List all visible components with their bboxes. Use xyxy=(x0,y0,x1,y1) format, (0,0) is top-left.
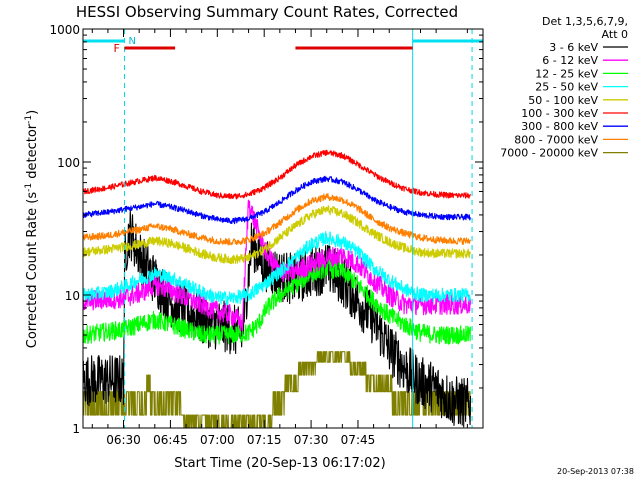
legend-label: 300 - 800 keV xyxy=(521,120,598,133)
legend-item: 300 - 800 keV xyxy=(521,120,628,133)
x-tick-label: 07:00 xyxy=(200,433,235,447)
flare-marker-label: F xyxy=(113,42,119,55)
series-line xyxy=(82,193,472,246)
annotation-layer: FN xyxy=(83,29,483,428)
legend-label: 800 - 7000 keV xyxy=(514,133,598,146)
series-7 xyxy=(82,193,472,246)
legend-label: 100 - 300 keV xyxy=(521,107,598,120)
y-axis-label-sup1: -1 xyxy=(24,183,34,192)
y-axis-label-sup2: -1 xyxy=(24,115,34,124)
legend-item: 7000 - 20000 keV xyxy=(500,147,628,160)
series-1 xyxy=(82,199,472,332)
series-line xyxy=(82,230,471,306)
series-5 xyxy=(82,149,471,200)
legend-header-1: Det 1,3,5,6,7,9, xyxy=(542,15,628,28)
x-axis-label: Start Time (20-Sep-13 06:17:02) xyxy=(174,456,385,471)
y-tick-label: 1 xyxy=(72,422,80,436)
y-axis-label-end: ) xyxy=(25,110,40,115)
series-6 xyxy=(82,175,472,225)
series-line xyxy=(82,351,472,429)
axes-layer: 1 10 100 1000 06:30 06:45 07:00 07:15 07:30 07:45 xyxy=(49,23,484,447)
x-tick-label: 07:15 xyxy=(247,433,282,447)
series-layer xyxy=(82,149,472,429)
y-axis-label-main: Corrected Count Rate (s xyxy=(25,192,40,349)
legend-item: 100 - 300 keV xyxy=(521,107,628,120)
legend-label: 25 - 50 keV xyxy=(535,81,598,94)
plot-frame xyxy=(82,28,484,429)
legend-label: 12 - 25 keV xyxy=(535,67,598,80)
series-4 xyxy=(82,205,472,265)
series-8 xyxy=(82,351,472,429)
legend-item: 12 - 25 keV xyxy=(535,67,628,80)
series-line xyxy=(82,149,471,200)
series-line xyxy=(82,199,472,332)
legend-item: 800 - 7000 keV xyxy=(514,133,628,146)
legend-item: 50 - 100 keV xyxy=(528,94,628,107)
legend-label: 50 - 100 keV xyxy=(528,94,598,107)
series-3 xyxy=(82,230,471,306)
timestamp: 20-Sep-2013 07:38 xyxy=(557,467,634,476)
chart-title: HESSI Observing Summary Count Rates, Cor… xyxy=(76,3,458,21)
legend-label: 7000 - 20000 keV xyxy=(500,147,598,160)
series-2 xyxy=(82,259,472,345)
series-line xyxy=(82,259,472,345)
legend-label: 3 - 6 keV xyxy=(549,41,598,54)
x-tick-label: 07:30 xyxy=(294,433,329,447)
x-tick-label: 06:30 xyxy=(106,433,141,447)
y-tick-label: 1000 xyxy=(49,23,80,37)
legend-header-2: Att 0 xyxy=(602,28,628,41)
y-axis-label: Corrected Count Rate (s-1 detector-1) xyxy=(24,110,40,348)
x-tick-label: 06:45 xyxy=(153,433,188,447)
legend-item: 25 - 50 keV xyxy=(535,81,628,94)
legend-label: 6 - 12 keV xyxy=(542,54,598,67)
x-tick-label: 07:45 xyxy=(341,433,376,447)
y-axis-label-mid: detector xyxy=(25,123,40,183)
night-marker-label: N xyxy=(128,36,135,47)
series-line xyxy=(82,205,472,265)
y-tick-label: 10 xyxy=(65,289,80,303)
legend-item: 3 - 6 keV xyxy=(549,41,628,54)
y-tick-label: 100 xyxy=(57,156,80,170)
series-line xyxy=(82,175,472,225)
legend-item: 6 - 12 keV xyxy=(542,54,628,67)
